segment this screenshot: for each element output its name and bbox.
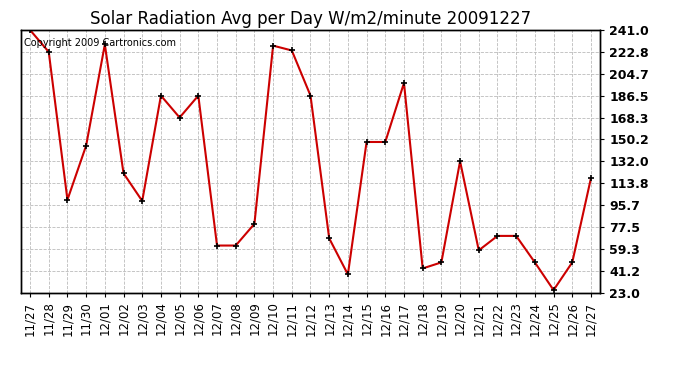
Title: Solar Radiation Avg per Day W/m2/minute 20091227: Solar Radiation Avg per Day W/m2/minute … <box>90 10 531 28</box>
Text: Copyright 2009 Cartronics.com: Copyright 2009 Cartronics.com <box>23 38 175 48</box>
